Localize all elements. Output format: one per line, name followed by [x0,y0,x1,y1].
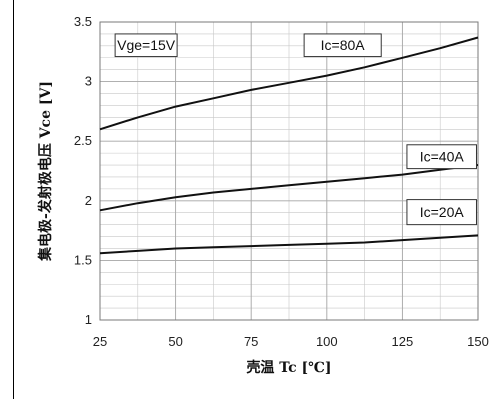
x-tick-label: 25 [93,334,107,349]
series-line-ic-20a [99,234,479,255]
annotation-ic-40a-label: Ic=40A [420,149,465,165]
x-tick-label: 150 [467,334,489,349]
y-axis-title: 集电极-发射极电压 Vce [V] [37,81,54,262]
series-line-ic-80a [99,36,479,131]
y-tick-label: 1 [85,312,92,327]
y-tick-label: 3 [85,74,92,89]
annotation-ic-80a-label: Ic=80A [321,37,366,53]
annotation-vge-box [114,33,178,58]
x-tick-label: 125 [392,334,414,349]
x-tick-label: 75 [244,334,258,349]
y-tick-label: 2 [85,193,92,208]
series-line-ic-40a [99,164,479,212]
y-tick-label: 1.5 [74,252,92,267]
plot-area-frame [99,21,479,321]
annotation-ic-20a-label: Ic=20A [420,204,465,220]
y-tick-label: 2.5 [74,133,92,148]
annotation-ic-80a-box [303,33,382,58]
x-tick-label: 50 [168,334,182,349]
x-axis-title: 壳温 Tc [℃] [245,359,331,376]
annotation-ic-40a-box [406,144,477,170]
y-tick-label: 3.5 [74,14,92,29]
x-tick-label: 100 [316,334,338,349]
annotation-vge-label: Vge=15V [117,37,176,53]
frame-left-border [13,0,14,399]
annotation-ic-20a-box [406,199,477,226]
